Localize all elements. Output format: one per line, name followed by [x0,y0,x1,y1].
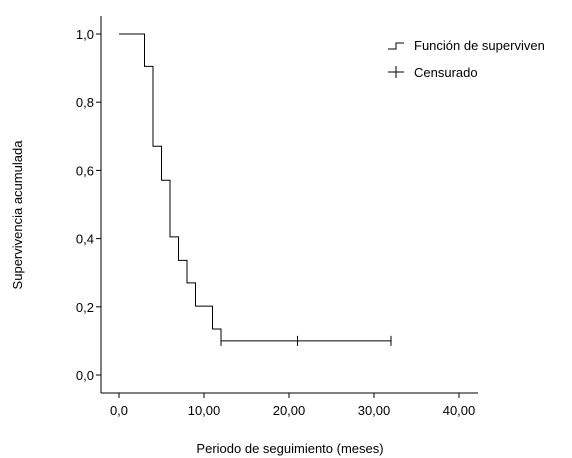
y-axis-title: Supervivencia acumulada [10,140,25,290]
x-tick-label: 20,00 [273,403,306,418]
x-tick-label: 0,0 [110,403,128,418]
x-tick-label: 30,00 [358,403,391,418]
plot-area [119,33,392,346]
y-tick-label: 0,0 [76,368,94,383]
y-tick-label: 0,6 [76,163,94,178]
y-tick-label: 0,8 [76,95,94,110]
legend-step-icon [388,42,404,50]
axes: 0,0 0,2 0,4 0,6 0,8 1,0 0,0 10,00 20,00 30,00 40,0… [76,16,478,418]
legend-label-survival: Función de superviven [414,38,545,53]
survival-step-line [119,33,391,342]
legend-label-censored: Censurado [414,65,478,80]
x-tick-label: 40,00 [443,403,476,418]
y-tick-label: 0,2 [76,300,94,315]
x-tick-label: 10,00 [188,403,221,418]
legend-censor-icon [388,66,404,78]
legend: Función de superviven Censurado [388,38,545,80]
y-tick-label: 1,0 [76,27,94,42]
x-axis-title: Periodo de seguimiento (meses) [196,441,383,456]
y-tick-label: 0,4 [76,232,94,247]
